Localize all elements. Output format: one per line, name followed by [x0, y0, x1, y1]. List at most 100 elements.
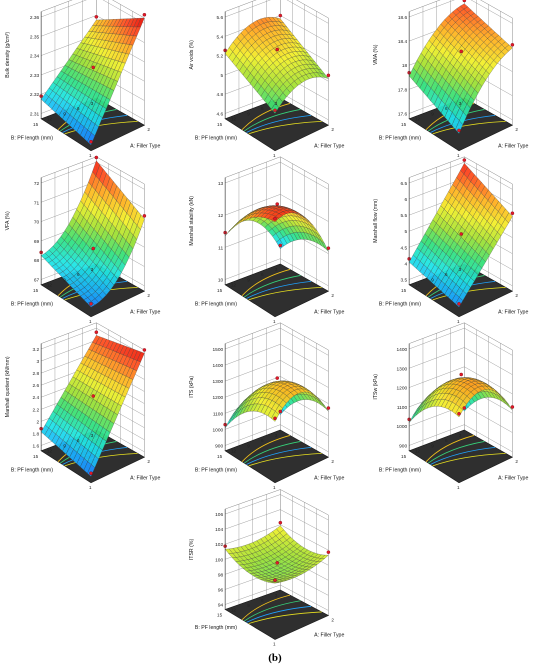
- y-tick-label: 9: [63, 111, 66, 116]
- x-tick-label: 2: [515, 293, 518, 298]
- design-point: [460, 50, 463, 53]
- design-point: [276, 48, 279, 51]
- z-tick-label: 2.33: [30, 73, 40, 79]
- y-tick-label: 15: [217, 122, 223, 127]
- design-point: [276, 561, 279, 564]
- z-tick-label: 6: [404, 197, 407, 203]
- y-axis-label: B: PF length (mm): [11, 468, 53, 474]
- x-tick-label: 2: [331, 127, 334, 132]
- z-tick-label: 11: [218, 245, 223, 251]
- z-tick-label: 3.5: [400, 277, 407, 283]
- z-tick-label: 2.8: [32, 371, 39, 377]
- x-tick-label: 1: [273, 485, 276, 490]
- design-point: [327, 406, 330, 409]
- z-tick-label: 68: [34, 258, 40, 264]
- z-tick-label: 1300: [212, 379, 223, 385]
- x-tick-label: 2: [147, 459, 150, 464]
- z-axis-label: ITSR (%): [189, 539, 195, 561]
- z-tick-label: 2.32: [30, 92, 40, 98]
- y-tick-label: 6: [261, 598, 264, 603]
- design-point: [95, 331, 98, 334]
- design-point: [95, 15, 98, 18]
- z-tick-label: 1300: [396, 366, 407, 372]
- design-point: [89, 302, 92, 305]
- x-axis-label: A: Filler Type: [130, 310, 160, 316]
- design-point: [327, 247, 330, 250]
- y-tick-label: 12: [231, 449, 237, 454]
- design-point: [143, 13, 146, 16]
- y-tick-label: 15: [401, 454, 407, 459]
- z-axis-label: Bulk density (g/cm³): [5, 32, 11, 78]
- y-tick-label: 3: [275, 267, 278, 272]
- x-axis-label: A: Filler Type: [498, 310, 528, 316]
- y-tick-label: 3: [91, 433, 94, 438]
- design-point: [279, 14, 282, 17]
- design-point: [327, 74, 330, 77]
- x-tick-label: 1: [273, 319, 276, 324]
- z-tick-label: 1200: [396, 386, 407, 392]
- design-point: [511, 43, 514, 46]
- x-tick-label: 1: [89, 319, 92, 324]
- y-axis-label: B: PF length (mm): [379, 136, 421, 142]
- design-point: [511, 405, 514, 408]
- x-tick-label: 1: [457, 319, 460, 324]
- design-point: [273, 579, 276, 582]
- y-tick-label: 6: [261, 272, 264, 277]
- y-axis-label: B: PF length (mm): [195, 625, 237, 631]
- y-tick-label: 6: [445, 272, 448, 277]
- y-tick-label: 12: [47, 117, 53, 122]
- y-tick-label: 15: [217, 613, 223, 618]
- x-tick-label: 1: [89, 485, 92, 490]
- design-point: [279, 521, 282, 524]
- z-axis-label: ITS (kPa): [189, 376, 195, 398]
- y-tick-label: 9: [63, 443, 66, 448]
- y-axis-label: B: PF length (mm): [11, 302, 53, 308]
- y-tick-label: 15: [33, 288, 39, 293]
- z-tick-label: 69: [34, 239, 40, 245]
- x-tick-label: 1: [273, 642, 276, 647]
- y-tick-label: 3: [275, 593, 278, 598]
- z-tick-label: 4.6: [216, 111, 223, 117]
- y-tick-label: 6: [77, 272, 80, 277]
- z-tick-label: 102: [215, 542, 223, 548]
- y-tick-label: 12: [415, 283, 421, 288]
- z-tick-label: 18.4: [398, 39, 408, 45]
- z-tick-label: 2.4: [32, 395, 39, 401]
- y-tick-label: 12: [47, 283, 53, 288]
- x-tick-label: 2: [331, 293, 334, 298]
- design-point: [327, 551, 330, 554]
- design-point: [273, 417, 276, 420]
- z-tick-label: 4.5: [400, 245, 407, 251]
- z-tick-label: 6.5: [400, 181, 407, 187]
- z-tick-label: 5.5: [400, 213, 407, 219]
- design-point: [511, 212, 514, 215]
- z-tick-label: 1000: [396, 424, 407, 430]
- x-tick-label: 2: [515, 127, 518, 132]
- y-tick-label: 3: [275, 101, 278, 106]
- x-tick-label: 1: [273, 153, 276, 158]
- y-tick-label: 9: [431, 277, 434, 282]
- z-axis-label: VMA (%): [373, 44, 379, 65]
- z-tick-label: 5.2: [216, 54, 223, 60]
- x-axis-label: A: Filler Type: [314, 310, 344, 316]
- z-tick-label: 12: [218, 213, 224, 219]
- z-tick-label: 5.6: [216, 15, 223, 21]
- x-tick-label: 1: [457, 153, 460, 158]
- z-tick-label: 1.6: [32, 443, 39, 449]
- design-point: [92, 66, 95, 69]
- x-tick-label: 2: [147, 293, 150, 298]
- design-point: [276, 376, 279, 379]
- z-tick-label: 98: [218, 572, 224, 578]
- z-tick-label: 106: [215, 512, 223, 518]
- y-tick-label: 6: [77, 438, 80, 443]
- y-tick-label: 6: [77, 106, 80, 111]
- y-tick-label: 3: [275, 433, 278, 438]
- x-tick-label: 2: [515, 459, 518, 464]
- design-point: [279, 244, 282, 247]
- design-point: [279, 410, 282, 413]
